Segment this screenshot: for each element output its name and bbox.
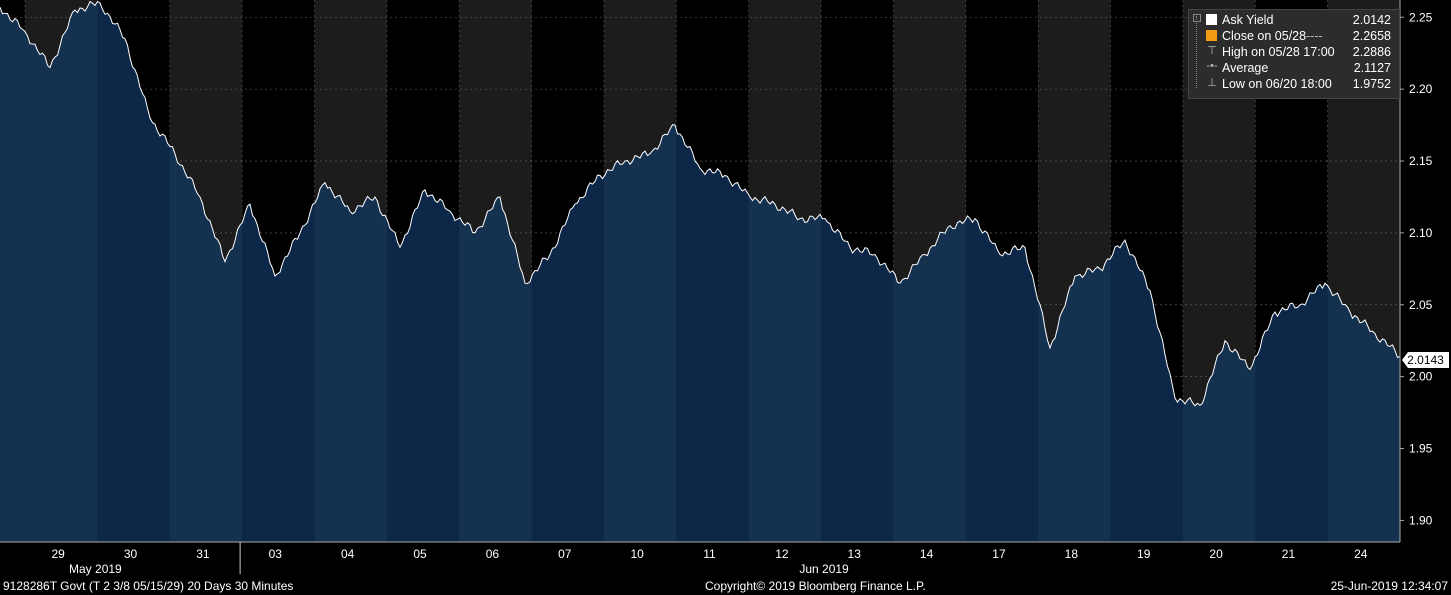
x-tick-label: 07: [558, 547, 572, 561]
x-tick-label: 13: [848, 547, 862, 561]
low-marker-icon: ⊥: [1207, 77, 1217, 89]
timestamp: 25-Jun-2019 12:34:07: [1330, 579, 1448, 593]
x-tick-label: 03: [269, 547, 283, 561]
x-tick-label: 05: [413, 547, 427, 561]
x-tick-label: 24: [1354, 547, 1368, 561]
day-shade: [25, 1, 98, 542]
x-tick-label: 17: [992, 547, 1006, 561]
x-tick-label: 14: [920, 547, 934, 561]
average-line-icon: -•-: [1206, 60, 1218, 72]
ask-yield-swatch-icon: [1206, 14, 1217, 25]
x-tick-label: 10: [630, 547, 644, 561]
y-tick-label: 2.10: [1409, 226, 1433, 240]
ask-yield-line: [0, 0, 1401, 407]
x-tick-label: 06: [486, 547, 500, 561]
x-tick-label: 31: [196, 547, 210, 561]
x-tick-label: 11: [703, 547, 716, 561]
legend-close[interactable]: Close on 05/28 ---- 2.2658: [1189, 28, 1399, 44]
month-label: Jun 2019: [799, 562, 849, 576]
y-axis: 1.90 1.95 2.00 2.05 2.10 2.15 2.20 2.25: [1399, 0, 1433, 542]
x-tick-label: 04: [341, 547, 355, 561]
legend-high[interactable]: ⊤ High on 05/28 17:00 2.2886: [1189, 44, 1399, 60]
day-shade: [0, 1, 25, 542]
y-tick-label: 2.25: [1409, 10, 1433, 24]
legend-ask-yield[interactable]: Ask Yield 2.0142: [1189, 12, 1399, 28]
legend-low[interactable]: ⊥ Low on 06/20 18:00 1.9752: [1189, 76, 1399, 92]
y-tick-label: 2.05: [1409, 298, 1433, 312]
high-marker-icon: ⊤: [1207, 45, 1217, 57]
x-tick-label: 12: [775, 547, 789, 561]
last-price-tag: 2.0143: [1402, 352, 1449, 368]
legend: Ask Yield 2.0142 Close on 05/28 ---- 2.2…: [1188, 9, 1400, 99]
x-tick-label: 29: [52, 547, 66, 561]
y-tick-label: 2.15: [1409, 154, 1433, 168]
x-tick-label: 21: [1282, 547, 1296, 561]
legend-average[interactable]: -•- Average 2.1127: [1206, 60, 1391, 75]
close-swatch-icon: [1206, 30, 1217, 41]
y-tick-label: 1.95: [1409, 442, 1433, 456]
x-tick-label: 30: [124, 547, 138, 561]
security-description: 9128286T Govt (T 2 3/8 05/15/29) 20 Days…: [3, 579, 294, 593]
x-tick-label: 19: [1137, 547, 1151, 561]
y-tick-label: 2.00: [1409, 370, 1433, 384]
month-label: May 2019: [69, 562, 122, 576]
x-tick-label: 20: [1209, 547, 1223, 561]
copyright-text: Copyright© 2019 Bloomberg Finance L.P.: [705, 579, 926, 593]
x-axis: 29 30 31 03 04 05 06 07 10 11 12 13 14 17 18 19 20 21 24 Ma…: [0, 541, 1400, 576]
x-tick-label: 18: [1065, 547, 1079, 561]
y-tick-label: 1.90: [1409, 513, 1433, 527]
y-tick-label: 2.20: [1409, 82, 1433, 96]
collapse-icon[interactable]: [1193, 14, 1201, 22]
